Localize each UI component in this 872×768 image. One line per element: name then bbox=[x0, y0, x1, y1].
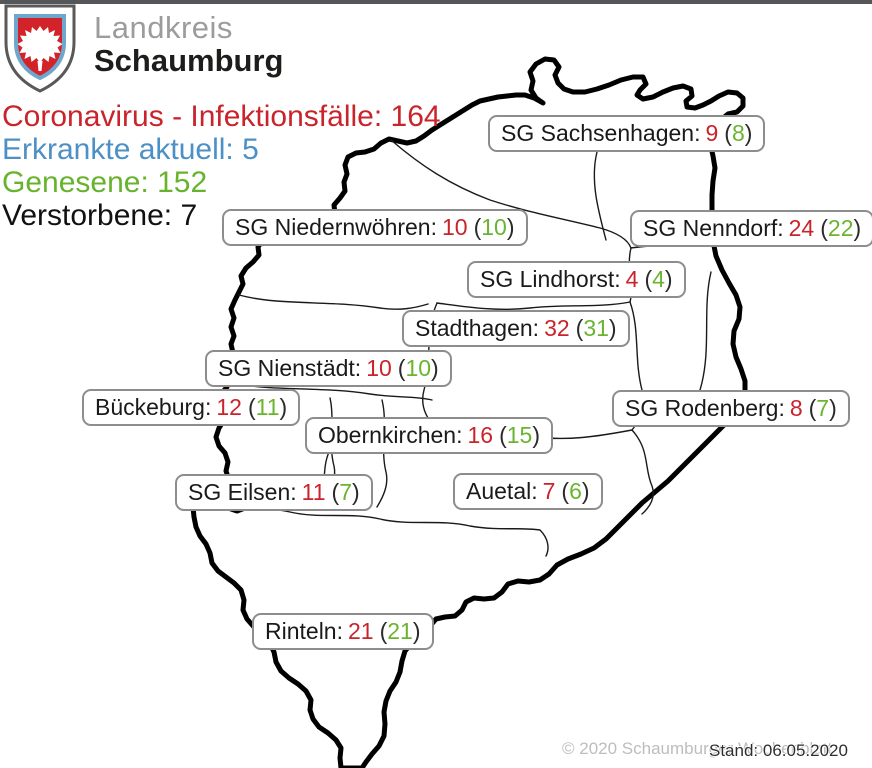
paren-close: ) bbox=[581, 478, 590, 504]
region-name: Bückeburg bbox=[95, 394, 205, 420]
cases-count: 12 bbox=[216, 394, 242, 420]
region-label-sg-lindhorst: SG Lindhorst: 4 (4) bbox=[467, 261, 686, 298]
region-name: SG Niedernwöhren bbox=[235, 214, 431, 240]
cases-count: 8 bbox=[789, 395, 803, 421]
colon: : bbox=[778, 395, 785, 421]
top-border bbox=[0, 0, 872, 4]
recovered-count: 7 bbox=[816, 395, 830, 421]
paren-open: ( bbox=[561, 478, 570, 504]
region-label-sg-rodenberg: SG Rodenberg: 8 (7) bbox=[612, 390, 850, 427]
paren-close: ) bbox=[664, 266, 673, 292]
paren-close: ) bbox=[279, 394, 288, 420]
status-date: Stand: 06.05.2020 bbox=[709, 741, 848, 760]
recovered-count: 6 bbox=[569, 478, 582, 504]
stat-recovered: Genesene: 152 bbox=[2, 166, 208, 199]
cases-count: 10 bbox=[366, 355, 392, 381]
region-name: Auetal bbox=[466, 478, 532, 504]
region-label-sg-niedernwoehren: SG Niedernwöhren: 10 (10) bbox=[222, 209, 528, 246]
paren-close: ) bbox=[744, 120, 753, 146]
paren-open: ( bbox=[397, 355, 406, 381]
region-name: SG Nenndorf bbox=[643, 215, 778, 241]
region-name: Stadthagen bbox=[415, 315, 533, 341]
region-label-sg-nenndorf: SG Nenndorf: 24 (22) bbox=[630, 210, 872, 247]
colon: : bbox=[456, 422, 463, 448]
paren-close: ) bbox=[608, 315, 617, 341]
paren-close: ) bbox=[412, 618, 421, 644]
colon: : bbox=[336, 618, 343, 644]
colon: : bbox=[204, 394, 212, 420]
paren-close: ) bbox=[431, 355, 439, 381]
paren-close: ) bbox=[352, 479, 360, 505]
region-name: SG Eilsen bbox=[188, 479, 291, 505]
cases-count: 9 bbox=[705, 120, 719, 146]
recovered-count: 31 bbox=[583, 315, 609, 341]
recovered-count: 7 bbox=[339, 479, 353, 505]
org-name-line2: Schaumburg bbox=[94, 43, 284, 78]
recovered-count: 10 bbox=[405, 355, 432, 381]
paren-open: ( bbox=[247, 394, 256, 420]
region-name: SG Sachsenhagen bbox=[501, 120, 695, 146]
stat-deceased: Verstorbene: 7 bbox=[2, 199, 198, 232]
paren-open: ( bbox=[499, 422, 507, 448]
paren-open: ( bbox=[820, 215, 828, 241]
recovered-count: 10 bbox=[481, 214, 507, 240]
recovered-count: 21 bbox=[387, 618, 413, 644]
cases-count: 21 bbox=[348, 618, 374, 644]
cases-count: 11 bbox=[301, 479, 326, 505]
paren-open: ( bbox=[331, 479, 340, 505]
region-name: SG Rodenberg bbox=[625, 395, 779, 421]
paren-open: ( bbox=[473, 214, 482, 240]
region-name: SG Nienstädt bbox=[218, 355, 355, 381]
region-label-bueckeburg: Bückeburg: 12 (11) bbox=[82, 389, 301, 426]
recovered-count: 15 bbox=[506, 422, 533, 448]
region-label-sg-eilsen: SG Eilsen: 11 (7) bbox=[175, 474, 373, 511]
paren-open: ( bbox=[575, 315, 584, 341]
cases-count: 4 bbox=[625, 266, 639, 292]
colon: : bbox=[354, 355, 362, 381]
recovered-count: 22 bbox=[827, 215, 854, 241]
colon: : bbox=[532, 315, 540, 341]
schaumburg-crest bbox=[4, 4, 76, 93]
paren-open: ( bbox=[808, 395, 817, 421]
colon: : bbox=[531, 478, 538, 504]
region-name: Rinteln bbox=[265, 618, 337, 644]
copyright-watermark: © 2020 Schaumburger Wochenblatt bbox=[562, 739, 833, 758]
region-label-sg-nienstaedt: SG Nienstädt: 10 (10) bbox=[205, 350, 452, 387]
cases-count: 16 bbox=[467, 422, 494, 448]
colon: : bbox=[290, 479, 297, 505]
region-label-sg-sachsenhagen: SG Sachsenhagen: 9 (8) bbox=[488, 115, 766, 152]
cases-count: 10 bbox=[442, 214, 468, 240]
colon: : bbox=[777, 215, 784, 241]
stat-active-cases: Erkrankte aktuell: 5 bbox=[2, 133, 259, 166]
paren-open: ( bbox=[724, 120, 732, 146]
cases-count: 32 bbox=[544, 315, 570, 341]
cases-count: 7 bbox=[542, 478, 556, 504]
crest-nettle-leaf bbox=[17, 26, 63, 63]
paren-close: ) bbox=[853, 215, 862, 241]
crest-nettle-stem bbox=[37, 61, 43, 71]
stats-block: Coronavirus - Infektionsfälle: 164 Erkra… bbox=[2, 100, 441, 232]
org-name-line1: Landkreis bbox=[94, 10, 233, 45]
recovered-count: 4 bbox=[652, 266, 665, 292]
paren-open: ( bbox=[379, 618, 388, 644]
recovered-count: 11 bbox=[255, 394, 280, 420]
region-label-rinteln: Rinteln: 21 (21) bbox=[252, 613, 434, 650]
region-label-stadthagen: Stadthagen: 32 (31) bbox=[402, 310, 630, 347]
colon: : bbox=[430, 214, 437, 240]
paren-close: ) bbox=[532, 422, 540, 448]
paren-close: ) bbox=[506, 214, 515, 240]
paren-close: ) bbox=[829, 395, 837, 421]
region-label-obernkirchen: Obernkirchen: 16 (15) bbox=[305, 417, 553, 454]
colon: : bbox=[614, 266, 621, 292]
region-name: Obernkirchen bbox=[318, 422, 457, 448]
cases-count: 24 bbox=[788, 215, 815, 241]
region-label-auetal: Auetal: 7 (6) bbox=[453, 473, 603, 510]
recovered-count: 8 bbox=[731, 120, 745, 146]
stat-total-cases: Coronavirus - Infektionsfälle: 164 bbox=[2, 100, 441, 133]
region-name: SG Lindhorst bbox=[480, 266, 615, 292]
paren-open: ( bbox=[644, 266, 653, 292]
colon: : bbox=[694, 120, 701, 146]
